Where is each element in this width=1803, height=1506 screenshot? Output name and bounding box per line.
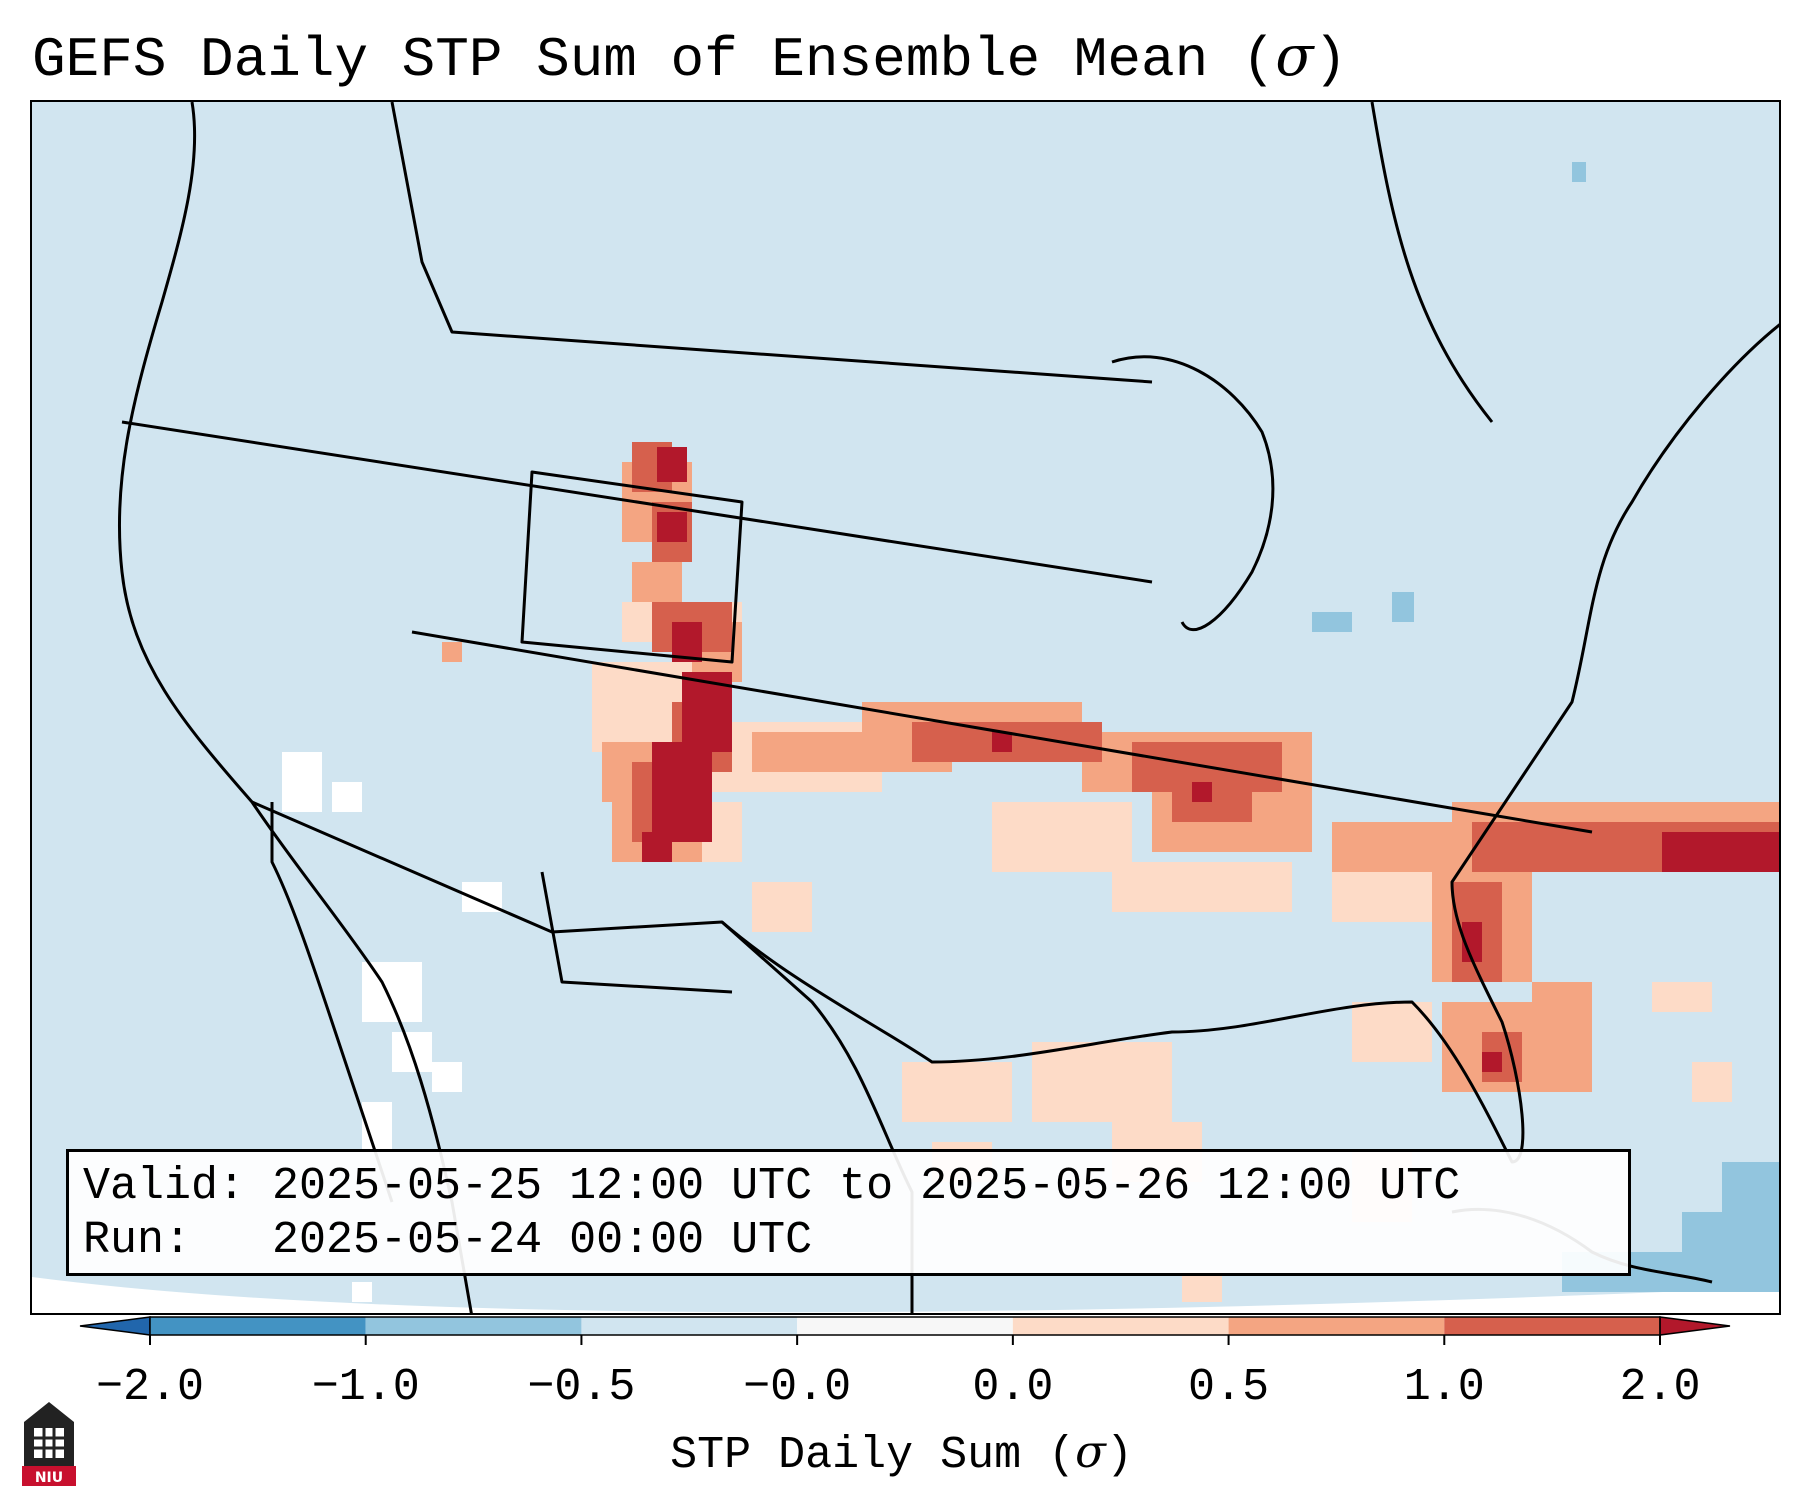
plains-band-max [992,732,1779,1072]
colorbar-segment [1012,1317,1229,1335]
colorbar-under-extension [79,1316,151,1336]
colorbar-segment [797,1317,1013,1335]
colorbar-tick-label: 0.0 [972,1362,1054,1413]
colorbar-segment [581,1317,798,1335]
map-panel [30,100,1781,1315]
run-time-text: Run: 2025-05-24 00:00 UTC [83,1215,813,1266]
mexico-neutral-cells [282,752,502,1302]
colorbar [79,1316,1731,1345]
projection-edge [32,1277,1779,1313]
niu-logo-text: NIU [35,1470,63,1486]
geographic-outlines [117,102,1779,1313]
colorbar-outline [149,1316,1661,1336]
colorbar-segment [1444,1317,1660,1335]
colorbar-tick-label: −0.0 [743,1362,852,1413]
map-canvas [32,102,1779,1313]
colorbar-tick-label: −0.5 [527,1362,636,1413]
colorbar-tick-label: 1.0 [1403,1362,1485,1413]
valid-time-text: Valid: 2025-05-25 12:00 UTC to 2025-05-2… [83,1161,1461,1212]
niu-logo: NIU [22,1402,76,1486]
valid-run-info-box: Valid: 2025-05-25 12:00 UTC to 2025-05-2… [66,1149,1631,1276]
colorbar-segment [150,1317,366,1335]
colorbar-tick-label: 0.5 [1188,1362,1270,1413]
figure-title: GEFS Daily STP Sum of Ensemble Mean (σ) [32,24,1348,92]
colorbar-segment [1228,1317,1445,1335]
caribbean-negative-cells [1312,162,1779,1292]
colorbar-segment [365,1317,582,1335]
colorbar-tick-label: 2.0 [1619,1362,1701,1413]
colorbar-over-extension [1659,1316,1731,1336]
colorbar-tick-label: −1.0 [311,1362,420,1413]
colorbar-label: STP Daily Sum (σ) [670,1425,1133,1481]
colorbar-tick-label: −2.0 [95,1362,205,1413]
